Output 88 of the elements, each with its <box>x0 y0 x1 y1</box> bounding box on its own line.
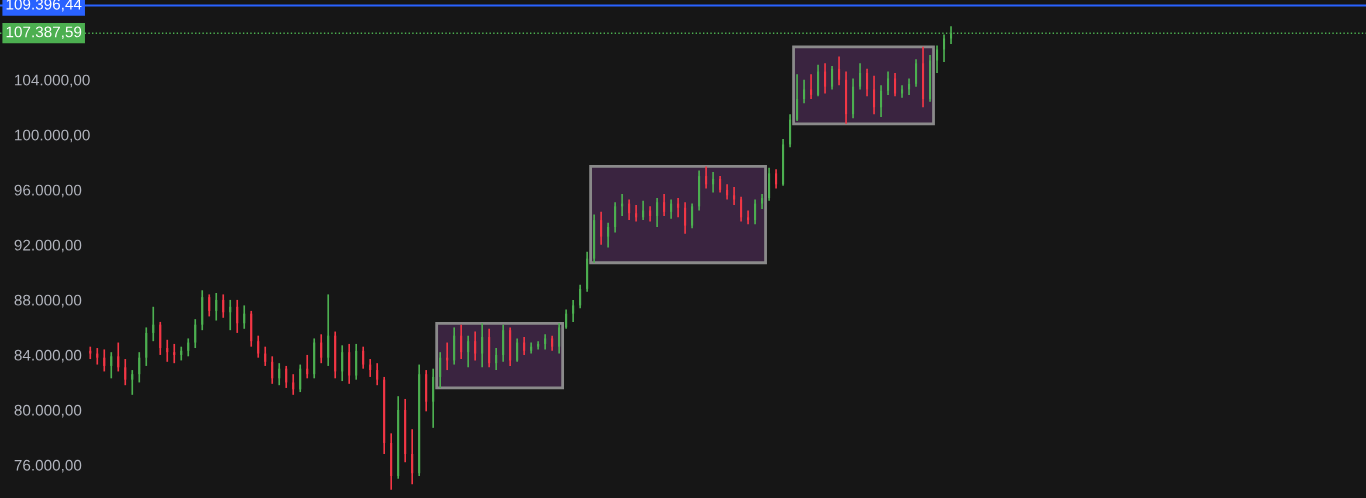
candlestick <box>565 308 568 330</box>
y-tick-label: 92.000,00 <box>14 239 82 253</box>
candlestick <box>138 351 141 384</box>
candlestick <box>355 343 358 381</box>
candlestick <box>481 322 484 369</box>
candlestick <box>208 293 211 318</box>
candlestick <box>838 55 841 87</box>
candlestick <box>803 78 806 105</box>
candlestick <box>285 365 288 389</box>
candlestick <box>187 337 190 358</box>
candlestick <box>628 198 631 221</box>
candlestick <box>460 323 463 360</box>
candlestick <box>110 351 113 380</box>
candlestick <box>278 362 281 387</box>
candlestick <box>495 347 498 371</box>
candlestick <box>831 65 834 91</box>
candlestick <box>334 330 337 380</box>
candlestick <box>859 62 862 91</box>
candlestick <box>579 283 582 309</box>
candlestick <box>810 73 813 100</box>
candlestick <box>740 195 743 223</box>
candlestick <box>243 304 246 330</box>
y-tick-label: 80.000,00 <box>14 404 82 418</box>
candlestick <box>313 337 316 380</box>
candlestick <box>173 343 176 365</box>
candlestick <box>271 355 274 385</box>
candlestick <box>250 310 253 348</box>
candlestick <box>663 193 666 217</box>
candlestick <box>131 369 134 396</box>
candlestick <box>341 344 344 382</box>
candlestick <box>411 428 414 486</box>
ref-line-label: 107.387,59 <box>6 26 82 40</box>
y-tick-label: 76.000,00 <box>14 459 82 473</box>
candlestick <box>935 44 939 74</box>
candlestick <box>159 321 162 356</box>
candlestick <box>754 198 757 226</box>
y-tick-label: 104.000,00 <box>15 74 90 88</box>
y-tick-label: 96.000,00 <box>14 184 82 198</box>
candlestick <box>872 74 876 116</box>
candlestick <box>642 200 645 221</box>
candlestick <box>600 211 603 246</box>
candlestick <box>257 334 260 359</box>
y-tick-label: 84.000,00 <box>14 349 82 363</box>
y-tick-label: 88.000,00 <box>14 294 82 308</box>
candlestick <box>152 305 155 343</box>
candlestick <box>558 322 561 355</box>
candlestick <box>89 345 92 360</box>
candlestick <box>893 72 897 98</box>
candlestick <box>376 362 379 387</box>
candlestick <box>691 202 694 230</box>
candlestick <box>145 326 148 367</box>
candlestick <box>866 67 869 98</box>
candlestick <box>886 70 890 96</box>
candlestick <box>201 289 204 332</box>
candlestick <box>775 168 778 190</box>
candlestick <box>607 222 610 249</box>
candlestick <box>614 201 617 234</box>
candlestick <box>236 299 239 334</box>
candlestick <box>670 198 673 220</box>
candlestick <box>383 376 386 455</box>
candlestick <box>299 363 302 393</box>
candlestick <box>390 432 393 491</box>
candlestick <box>914 58 918 88</box>
candlestick <box>572 299 575 323</box>
candlestick <box>194 318 197 349</box>
candlestick <box>817 63 820 98</box>
candlestick <box>439 351 442 389</box>
candlestick <box>320 333 323 365</box>
candlestick <box>684 201 687 235</box>
candlestick <box>362 345 365 370</box>
candlestick <box>348 343 351 385</box>
candlestick <box>292 373 295 396</box>
candlestick <box>824 62 827 95</box>
y-tick-label: 100.000,00 <box>15 129 90 143</box>
candlestick <box>327 293 330 367</box>
candlestick <box>264 345 267 367</box>
candlestick <box>222 293 225 319</box>
candlestick <box>656 197 659 228</box>
candlestick <box>747 209 750 226</box>
candlestick <box>124 358 127 387</box>
candlestick <box>215 292 218 322</box>
candlestick <box>103 348 106 373</box>
candlestick <box>796 73 799 122</box>
candlestick <box>467 334 470 369</box>
candlestick <box>117 341 120 373</box>
candlestick <box>474 330 477 362</box>
candlestick <box>879 84 883 118</box>
candlestick <box>705 165 708 190</box>
